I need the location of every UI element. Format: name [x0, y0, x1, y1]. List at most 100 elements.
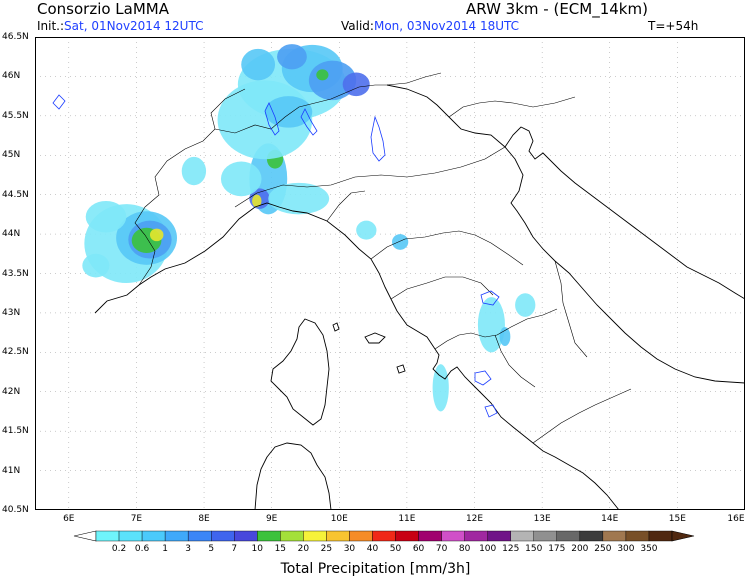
colorbar-label: 25 — [320, 544, 333, 554]
colorbar-label: 20 — [297, 544, 310, 554]
regional-boundaries — [234, 146, 632, 444]
colorbar-swatch — [326, 530, 350, 542]
colorbar-low-arrow — [73, 530, 97, 542]
lake-annecy — [52, 94, 66, 110]
switzerland-italy-border — [214, 84, 387, 134]
longitude-label: 8E — [198, 514, 210, 524]
latitude-label: 43.5N — [2, 268, 29, 279]
precip-cell — [432, 364, 449, 412]
longitude-label: 9E — [265, 514, 278, 524]
precip-cell — [220, 161, 262, 197]
latitude-label: 44.5N — [2, 189, 29, 200]
colorbar-title: Total Precipitation [mm/3h] — [280, 561, 471, 577]
latitude-label: 46.5N — [2, 32, 29, 42]
precip-cell — [264, 96, 313, 128]
corsica-coastline — [270, 318, 330, 426]
colorbar-swatch — [579, 530, 604, 542]
colorbar-label: 300 — [617, 544, 635, 554]
mainland-coastline — [94, 202, 620, 510]
croatia-coastline — [504, 126, 745, 300]
map-frame — [35, 37, 745, 510]
colorbar-swatch — [487, 530, 511, 542]
colorbar-label: 200 — [571, 544, 589, 554]
latitude-label: 45.5N — [2, 110, 29, 121]
capraia-island — [332, 322, 340, 332]
precip-cell — [356, 220, 377, 240]
colorbar-label: 15 — [274, 544, 287, 554]
valid-label: Valid: — [341, 19, 374, 33]
precip-cell — [515, 293, 536, 317]
latitude-label: 45N — [2, 150, 21, 161]
colorbar-label: 30 — [343, 544, 356, 554]
init-value: Sat, 01Nov2014 12UTC — [64, 19, 204, 33]
colorbar-label: 0.6 — [134, 544, 150, 554]
lakes — [52, 94, 500, 418]
precip-cell — [241, 48, 276, 81]
lake-garda — [370, 115, 386, 162]
colorbar-label: 7 — [231, 544, 238, 554]
model-title: ARW 3km - (ECM_14km) — [466, 0, 648, 18]
latitude-label: 41.5N — [2, 426, 29, 437]
colorbar-swatch — [95, 530, 120, 542]
colorbar-swatch — [141, 530, 166, 542]
longitude-label: 10E — [330, 514, 348, 524]
valid-time: Valid:Mon, 03Nov2014 18UTC — [341, 20, 519, 33]
precipitation-map — [35, 37, 745, 510]
colorbar-label: 3 — [185, 544, 192, 554]
colorbar-label: 125 — [502, 544, 520, 554]
colorbar-high-arrow — [671, 530, 695, 542]
lat-lon-grid — [35, 37, 745, 510]
longitude-label: 15E — [668, 514, 686, 524]
latitude-label: 46N — [2, 71, 21, 82]
longitude-label: 6E — [63, 514, 75, 524]
colorbar-swatch — [257, 530, 281, 542]
colorbar-label: 250 — [594, 544, 612, 554]
colorbar-swatch — [372, 530, 396, 542]
coastlines — [94, 84, 745, 510]
longitude-label: 12E — [465, 514, 484, 524]
colorbar-label: 350 — [640, 544, 658, 554]
colorbar-swatch — [625, 530, 650, 542]
precip-cell — [181, 156, 207, 186]
colorbar-label: 40 — [366, 544, 379, 554]
colorbar-swatch — [164, 530, 189, 542]
lake-maggiore — [264, 102, 280, 136]
precip-cell — [392, 234, 409, 250]
colorbar-swatch — [395, 530, 419, 542]
giglio-island — [396, 364, 406, 374]
colorbar-label: 80 — [458, 544, 471, 554]
precip-cell — [268, 182, 330, 215]
colorbar-label: 10 — [251, 544, 263, 554]
colorbar-label: 150 — [525, 544, 543, 554]
colorbar-swatch — [510, 530, 534, 542]
lake-como — [300, 108, 318, 136]
init-label: Init.: — [37, 19, 65, 33]
colorbar-label: 50 — [389, 544, 402, 554]
precip-cell — [316, 69, 329, 81]
latitude-label: 44N — [2, 229, 21, 240]
init-time: Init.:Sat, 01Nov2014 12UTC — [37, 20, 203, 33]
lake-bolsena — [474, 370, 492, 386]
elba-island — [364, 332, 386, 344]
colorbar-swatch — [441, 530, 465, 542]
latitude-label: 41N — [2, 465, 21, 476]
colorbar-swatch — [187, 530, 212, 542]
slovenia-border — [386, 72, 576, 118]
precip-cell — [277, 44, 307, 70]
colorbar-swatch — [602, 530, 627, 542]
longitude-label: 14E — [601, 514, 619, 524]
org-title: Consorzio LaMMA — [37, 0, 169, 18]
colorbar-label: 1 — [162, 544, 168, 554]
colorbar-swatch — [303, 530, 327, 542]
colorbar-swatch — [418, 530, 442, 542]
adriatic-coastline — [386, 84, 745, 384]
longitude-label: 13E — [533, 514, 551, 524]
longitude-label: 16E — [727, 514, 745, 524]
colorbar-swatch — [464, 530, 488, 542]
colorbar — [73, 530, 695, 542]
valid-value: Mon, 03Nov2014 18UTC — [373, 19, 519, 33]
colorbar-swatch — [280, 530, 304, 542]
borders — [134, 72, 632, 444]
latitude-label: 43N — [2, 307, 21, 318]
lake-trasimeno — [480, 290, 500, 306]
